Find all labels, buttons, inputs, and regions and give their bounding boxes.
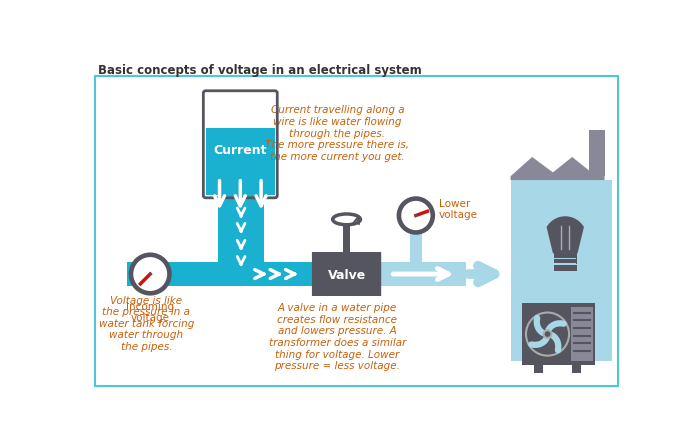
Bar xyxy=(343,223,350,254)
Bar xyxy=(127,262,312,286)
Bar xyxy=(554,253,577,259)
Polygon shape xyxy=(511,157,605,180)
Bar xyxy=(534,365,543,373)
Bar xyxy=(312,252,382,296)
Text: Current: Current xyxy=(213,145,267,157)
Circle shape xyxy=(149,272,152,275)
Polygon shape xyxy=(312,252,347,296)
Bar xyxy=(554,265,577,271)
Bar xyxy=(206,93,275,128)
Polygon shape xyxy=(546,216,584,253)
Bar xyxy=(571,307,593,361)
Circle shape xyxy=(133,257,167,291)
Bar xyxy=(218,195,264,286)
Text: Basic concepts of voltage in an electrical system: Basic concepts of voltage in an electric… xyxy=(98,64,422,77)
Bar xyxy=(511,180,612,361)
Circle shape xyxy=(401,201,430,230)
Circle shape xyxy=(397,196,435,235)
Circle shape xyxy=(129,252,172,296)
Circle shape xyxy=(543,330,551,338)
Bar xyxy=(572,365,582,373)
Text: Valve: Valve xyxy=(327,269,366,282)
Bar xyxy=(555,263,576,265)
Text: Current travelling along a
wire is like water flowing
through the pipes.
The mor: Current travelling along a wire is like … xyxy=(265,105,409,162)
Text: Incoming
voltage: Incoming voltage xyxy=(126,302,174,324)
Bar xyxy=(410,231,422,262)
Bar xyxy=(522,303,596,365)
Text: Voltage is like
the pressure in a
water tank forcing
water through
the pipes.: Voltage is like the pressure in a water … xyxy=(99,296,194,352)
Bar xyxy=(382,262,466,286)
Bar xyxy=(555,258,576,259)
Circle shape xyxy=(526,312,569,356)
Polygon shape xyxy=(347,252,382,296)
Bar xyxy=(589,130,605,176)
Bar xyxy=(206,128,275,195)
Bar xyxy=(554,259,577,264)
Circle shape xyxy=(414,214,418,217)
Text: Lower
voltage: Lower voltage xyxy=(439,198,478,220)
Bar xyxy=(168,267,191,282)
Text: A valve in a water pipe
creates flow resistance
and lowers pressure. A
transform: A valve in a water pipe creates flow res… xyxy=(269,303,406,371)
